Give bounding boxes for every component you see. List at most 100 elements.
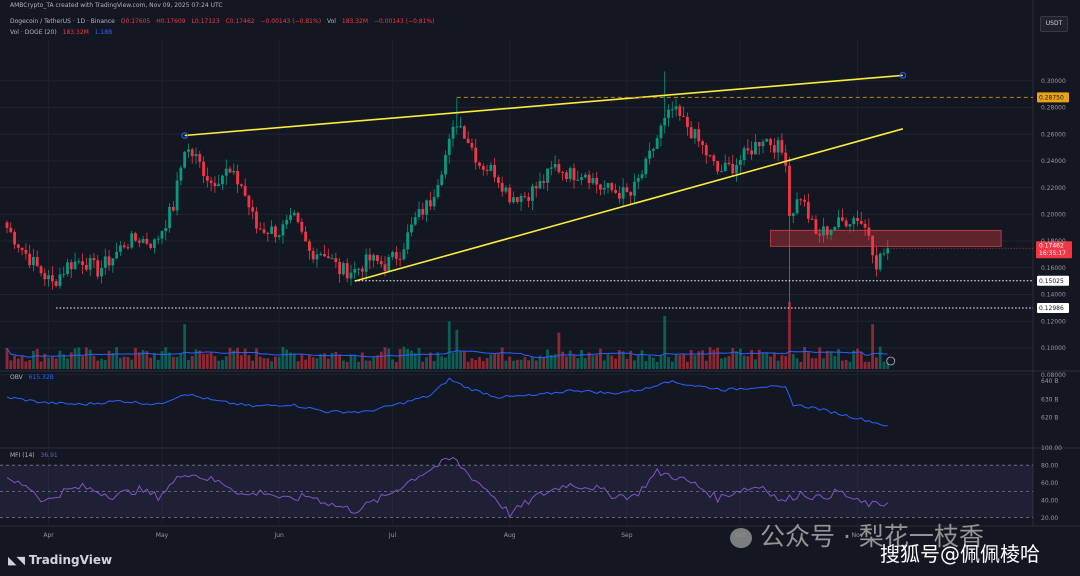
- candle-body: [103, 256, 107, 268]
- volume-bar: [5, 348, 9, 369]
- volume-bar: [750, 349, 754, 369]
- volume-bar: [708, 347, 712, 369]
- candle-body: [383, 264, 387, 272]
- volume-bar: [73, 348, 77, 369]
- candle-body: [882, 253, 886, 255]
- candle-body: [50, 275, 54, 282]
- volume-bar: [92, 355, 96, 369]
- ohlc-close: C0.17462: [225, 18, 255, 25]
- candle-body: [580, 177, 583, 180]
- candle-body: [35, 257, 39, 267]
- candle-body: [599, 184, 602, 190]
- volume-bar: [190, 355, 194, 369]
- candle-body: [803, 199, 806, 202]
- candle-body: [489, 164, 493, 171]
- candle-body: [878, 253, 882, 270]
- candle-body: [788, 165, 791, 217]
- volume-bar: [738, 348, 742, 369]
- obv-value: 615.32B: [28, 374, 54, 381]
- candle-body: [678, 106, 682, 116]
- volume-bar: [175, 356, 179, 369]
- volume-bar: [447, 321, 451, 369]
- wedge-upper-line: [184, 74, 903, 137]
- volume-bar: [686, 361, 689, 369]
- currency-selector-button[interactable]: USDT: [1040, 16, 1068, 32]
- candle-body: [353, 269, 357, 273]
- candle-body: [428, 200, 432, 207]
- vol-label: Vol: [326, 18, 336, 25]
- volume-bar: [648, 355, 651, 369]
- volume-bar: [394, 361, 398, 369]
- candle-body: [595, 177, 599, 185]
- obv-label: OBV: [10, 374, 23, 381]
- candle-body: [515, 197, 519, 202]
- volume-bar: [546, 349, 549, 369]
- volume-bar: [625, 358, 629, 369]
- volume-bar: [731, 348, 735, 369]
- candle-body: [5, 222, 9, 228]
- x-tick-label: Jul: [388, 532, 397, 539]
- volume-bar: [84, 347, 88, 369]
- volume-bar: [735, 351, 738, 369]
- mfi-value: 36.91: [40, 452, 58, 459]
- volume-bar: [474, 360, 478, 369]
- volume-bar: [871, 324, 875, 369]
- x-tick-label: Nov: [852, 532, 864, 539]
- candle-body: [799, 199, 803, 201]
- candle-body: [160, 231, 164, 239]
- candle-body: [292, 212, 296, 216]
- volume-bar: [432, 361, 436, 369]
- candle-body: [228, 168, 232, 173]
- candle-body: [806, 201, 810, 219]
- volume-bar: [428, 352, 432, 369]
- candle-body: [455, 126, 459, 128]
- volume-bar: [326, 358, 330, 369]
- resistance-zone: [770, 229, 1002, 247]
- volume-bar: [459, 351, 462, 369]
- volume-bar: [368, 360, 372, 369]
- candle-body: [164, 228, 168, 232]
- volume-bar: [595, 354, 599, 369]
- candle-body: [300, 221, 304, 232]
- candle-body: [531, 186, 534, 201]
- volume-bar: [413, 353, 417, 369]
- wedge-anchor-point: [899, 72, 907, 79]
- candle-body: [765, 139, 769, 142]
- candle-body: [372, 255, 376, 261]
- volume-bar: [587, 352, 591, 369]
- candle-body: [175, 180, 179, 211]
- volume-bar: [757, 349, 761, 369]
- candle-body: [16, 244, 20, 248]
- price-tick-label: 0.12000: [1041, 318, 1066, 325]
- candle-body: [667, 109, 670, 118]
- mfi-tick-label: 60.00: [1041, 480, 1058, 487]
- volume-bar: [228, 347, 232, 369]
- volume-bar: [372, 357, 376, 369]
- price-tick-label: 0.08000: [1041, 372, 1066, 379]
- volume-bar: [345, 361, 349, 369]
- candle-body: [391, 252, 394, 258]
- volume-bar: [160, 351, 164, 369]
- volume-bar: [103, 359, 107, 369]
- candle-body: [655, 138, 659, 149]
- volume-bar: [769, 356, 772, 369]
- volume-bar: [470, 358, 474, 369]
- candle-body: [440, 174, 444, 185]
- mfi-line: [6, 456, 889, 519]
- volume-bar: [693, 355, 697, 369]
- volume-bar: [814, 358, 818, 369]
- volume-bar: [130, 359, 134, 369]
- candle-body: [398, 258, 402, 260]
- x-tick-label: Sep: [621, 532, 633, 539]
- volume-bar: [39, 361, 43, 369]
- volume-legend: Vol · DOGE (20) 183.32M 1.18B: [10, 29, 116, 37]
- candle-body: [88, 258, 92, 270]
- volume-bar: [221, 359, 224, 369]
- volume-bar: [239, 355, 243, 369]
- volume-bar: [500, 347, 504, 369]
- candle-body: [277, 235, 281, 237]
- candle-body: [493, 164, 497, 178]
- volume-bar: [285, 349, 289, 369]
- candle-body: [107, 256, 111, 266]
